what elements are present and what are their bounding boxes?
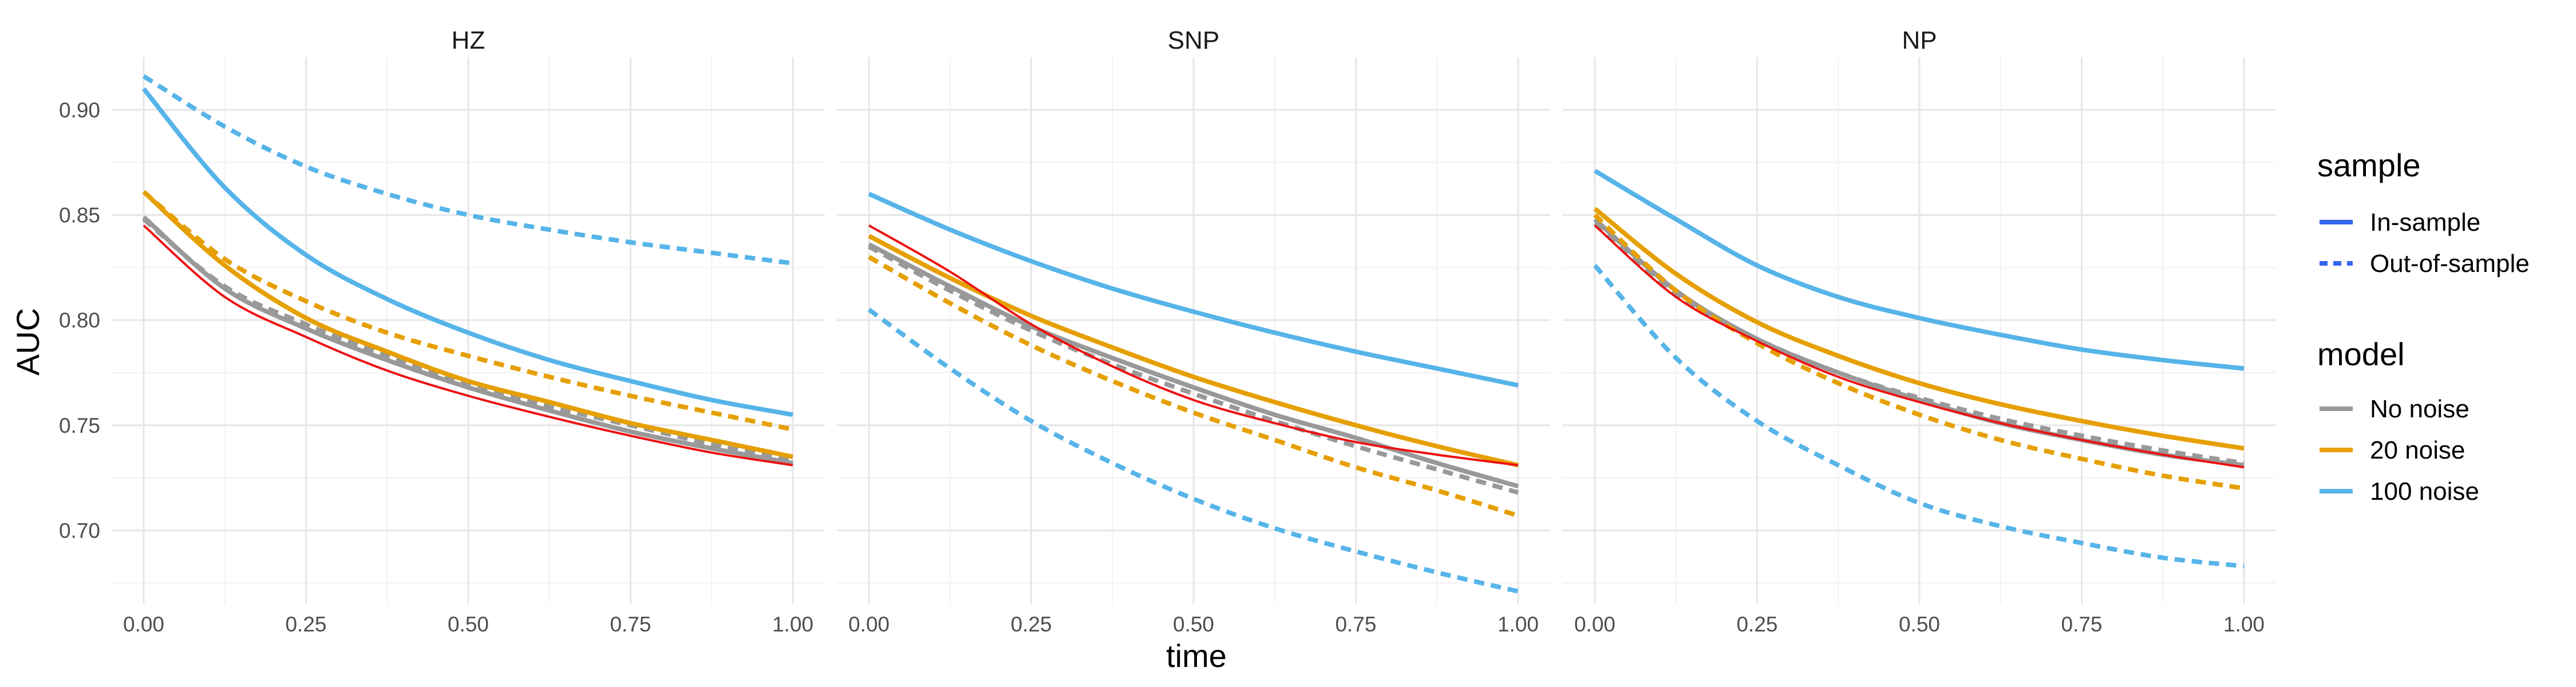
panel-title-np: NP xyxy=(1902,26,1937,54)
gridlines xyxy=(837,57,1550,604)
legend-label-100-noise: 100 noise xyxy=(2370,477,2479,506)
y-tick-label: 0.85 xyxy=(59,203,100,227)
x-tick-labels: 0.00 0.25 0.50 0.75 1.00 xyxy=(123,613,813,636)
panels: HZ0.00 0.25 0.50 0.75 1.000.700.750.800.850.… xyxy=(59,26,2276,636)
x-tick-label: 1.00 xyxy=(2223,613,2265,636)
x-tick-label: 0.75 xyxy=(2061,613,2102,636)
y-axis-title: AUC xyxy=(10,308,46,376)
series-lines xyxy=(1593,168,2245,568)
y-tick-labels: 0.70 0.75 0.80 0.85 0.90 xyxy=(59,98,100,543)
legend-label-no-noise: No noise xyxy=(2370,395,2470,423)
panel-snp: SNP 0.00 0.25 0.50 0.75 1.00 xyxy=(837,26,1550,636)
panel-hz: HZ0.00 0.25 0.50 0.75 1.000.700.750.800.850.… xyxy=(59,26,825,636)
series-line-20-noise-in-sample xyxy=(868,234,1519,468)
axis-titles: time AUC xyxy=(10,308,1227,674)
x-tick-label: 0.00 xyxy=(123,613,164,636)
legend-title-model: model xyxy=(2317,336,2405,372)
series-line-no-noise-in-sample xyxy=(142,215,793,465)
series-line-20-noise-in-sample xyxy=(142,190,793,459)
series-lines xyxy=(141,74,793,467)
x-tick-label: 1.00 xyxy=(772,613,813,636)
series-line-20-noise-out-of-sample xyxy=(1593,213,2245,491)
legend-label-20-noise: 20 noise xyxy=(2370,436,2465,464)
panel-np: NP 0.00 0.25 0.50 0.75 1.00 xyxy=(1563,26,2276,636)
series-line-100-noise-in-sample xyxy=(868,192,1519,388)
x-tick-label: 1.00 xyxy=(1498,613,1539,636)
series-line-truth-in-sample xyxy=(1594,224,2245,469)
y-tick-label: 0.75 xyxy=(59,414,100,437)
series-line-truth-in-sample xyxy=(143,224,793,467)
legend-label-in-sample: In-sample xyxy=(2370,208,2480,236)
y-tick-label: 0.80 xyxy=(59,309,100,332)
series-line-no-noise-in-sample xyxy=(868,242,1519,489)
series-line-100-noise-out-of-sample xyxy=(1593,263,2245,568)
series-line-20-noise-out-of-sample xyxy=(868,255,1519,518)
series-line-100-noise-in-sample xyxy=(1593,168,2245,371)
x-tick-label: 0.00 xyxy=(848,613,890,636)
panel-title-hz: HZ xyxy=(452,26,485,54)
x-axis-title: time xyxy=(1166,638,1227,674)
series-line-no-noise-out-of-sample xyxy=(1593,222,2245,465)
legend-label-out-of-sample: Out-of-sample xyxy=(2370,250,2530,278)
series-line-100-noise-out-of-sample xyxy=(867,307,1519,594)
x-tick-label: 0.25 xyxy=(285,613,326,636)
series-line-100-noise-in-sample xyxy=(141,87,793,417)
series-lines xyxy=(867,192,1519,594)
series-line-truth-in-sample xyxy=(868,224,1519,467)
x-tick-label: 0.00 xyxy=(1574,613,1615,636)
series-line-20-noise-out-of-sample xyxy=(142,190,793,432)
y-tick-label: 0.90 xyxy=(59,98,100,122)
x-tick-labels: 0.00 0.25 0.50 0.75 1.00 xyxy=(848,613,1539,636)
series-line-no-noise-out-of-sample xyxy=(868,244,1519,495)
x-tick-label: 0.25 xyxy=(1010,613,1052,636)
x-tick-label: 0.25 xyxy=(1736,613,1777,636)
x-tick-label: 0.50 xyxy=(1173,613,1214,636)
panel-title-snp: SNP xyxy=(1168,26,1219,54)
x-tick-label: 0.50 xyxy=(448,613,489,636)
gridlines xyxy=(1563,57,2276,604)
y-tick-label: 0.70 xyxy=(59,519,100,542)
x-tick-label: 0.75 xyxy=(610,613,651,636)
series-line-100-noise-out-of-sample xyxy=(142,74,793,266)
legend-title-sample: sample xyxy=(2317,147,2421,183)
x-tick-labels: 0.00 0.25 0.50 0.75 1.00 xyxy=(1574,613,2265,636)
legend: sample In-sample Out-of-sample model No nois… xyxy=(2317,147,2530,506)
x-tick-label: 0.50 xyxy=(1899,613,1940,636)
x-tick-label: 0.75 xyxy=(1335,613,1376,636)
series-line-20-noise-in-sample xyxy=(1593,207,2245,451)
